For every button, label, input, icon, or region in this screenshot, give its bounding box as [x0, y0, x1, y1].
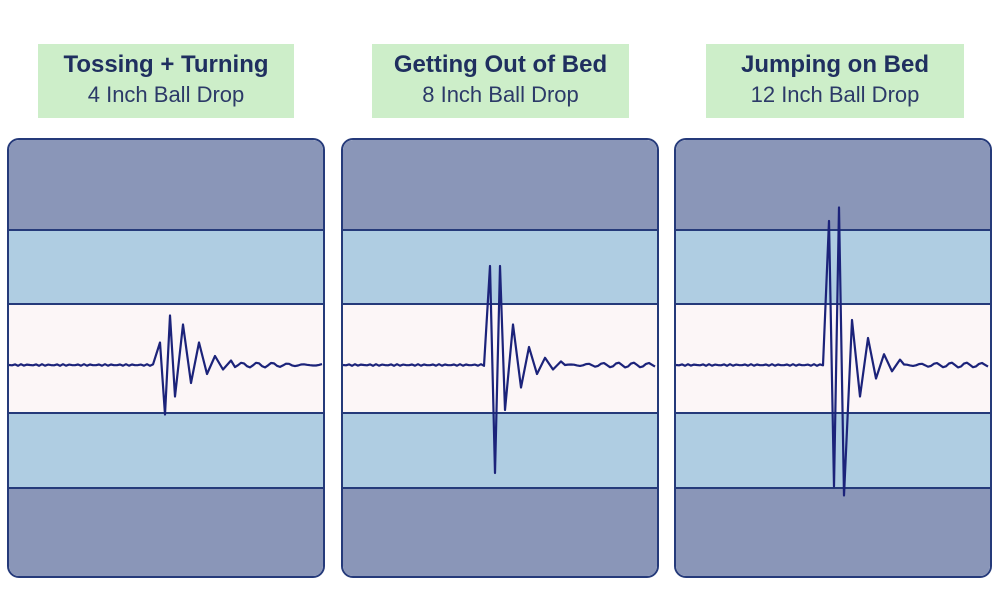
outer-band-top [676, 140, 990, 230]
motion-trace-chart [343, 140, 657, 576]
header-tossing: Tossing + Turning 4 Inch Ball Drop [38, 44, 294, 118]
chart-title: Getting Out of Bed [393, 51, 608, 78]
mid-band-top [676, 230, 990, 304]
outer-band-bottom [676, 488, 990, 576]
chart-subtitle: 4 Inch Ball Drop [87, 82, 245, 107]
vibration-trace-line [676, 206, 989, 497]
outer-band-bottom [343, 488, 657, 576]
chart-panel-getting-out [341, 138, 659, 578]
chart-title: Jumping on Bed [741, 51, 929, 78]
vibration-trace-line [343, 264, 656, 475]
mid-band-bottom [343, 413, 657, 488]
chart-subtitle: 12 Inch Ball Drop [750, 82, 920, 107]
chart-panel-tossing [7, 138, 325, 578]
center-band [343, 304, 657, 413]
header-getting-out: Getting Out of Bed 8 Inch Ball Drop [372, 44, 629, 118]
header-jumping: Jumping on Bed 12 Inch Ball Drop [706, 44, 964, 118]
motion-trace-chart [9, 140, 323, 576]
chart-subtitle: 8 Inch Ball Drop [422, 82, 579, 107]
mid-band-top [9, 230, 323, 304]
vibration-trace-line [9, 314, 323, 416]
mid-band-bottom [9, 413, 323, 488]
chart-title: Tossing + Turning [63, 51, 269, 78]
outer-band-bottom [9, 488, 323, 576]
motion-trace-chart [676, 140, 990, 576]
chart-panel-jumping [674, 138, 992, 578]
outer-band-top [343, 140, 657, 230]
outer-band-top [9, 140, 323, 230]
